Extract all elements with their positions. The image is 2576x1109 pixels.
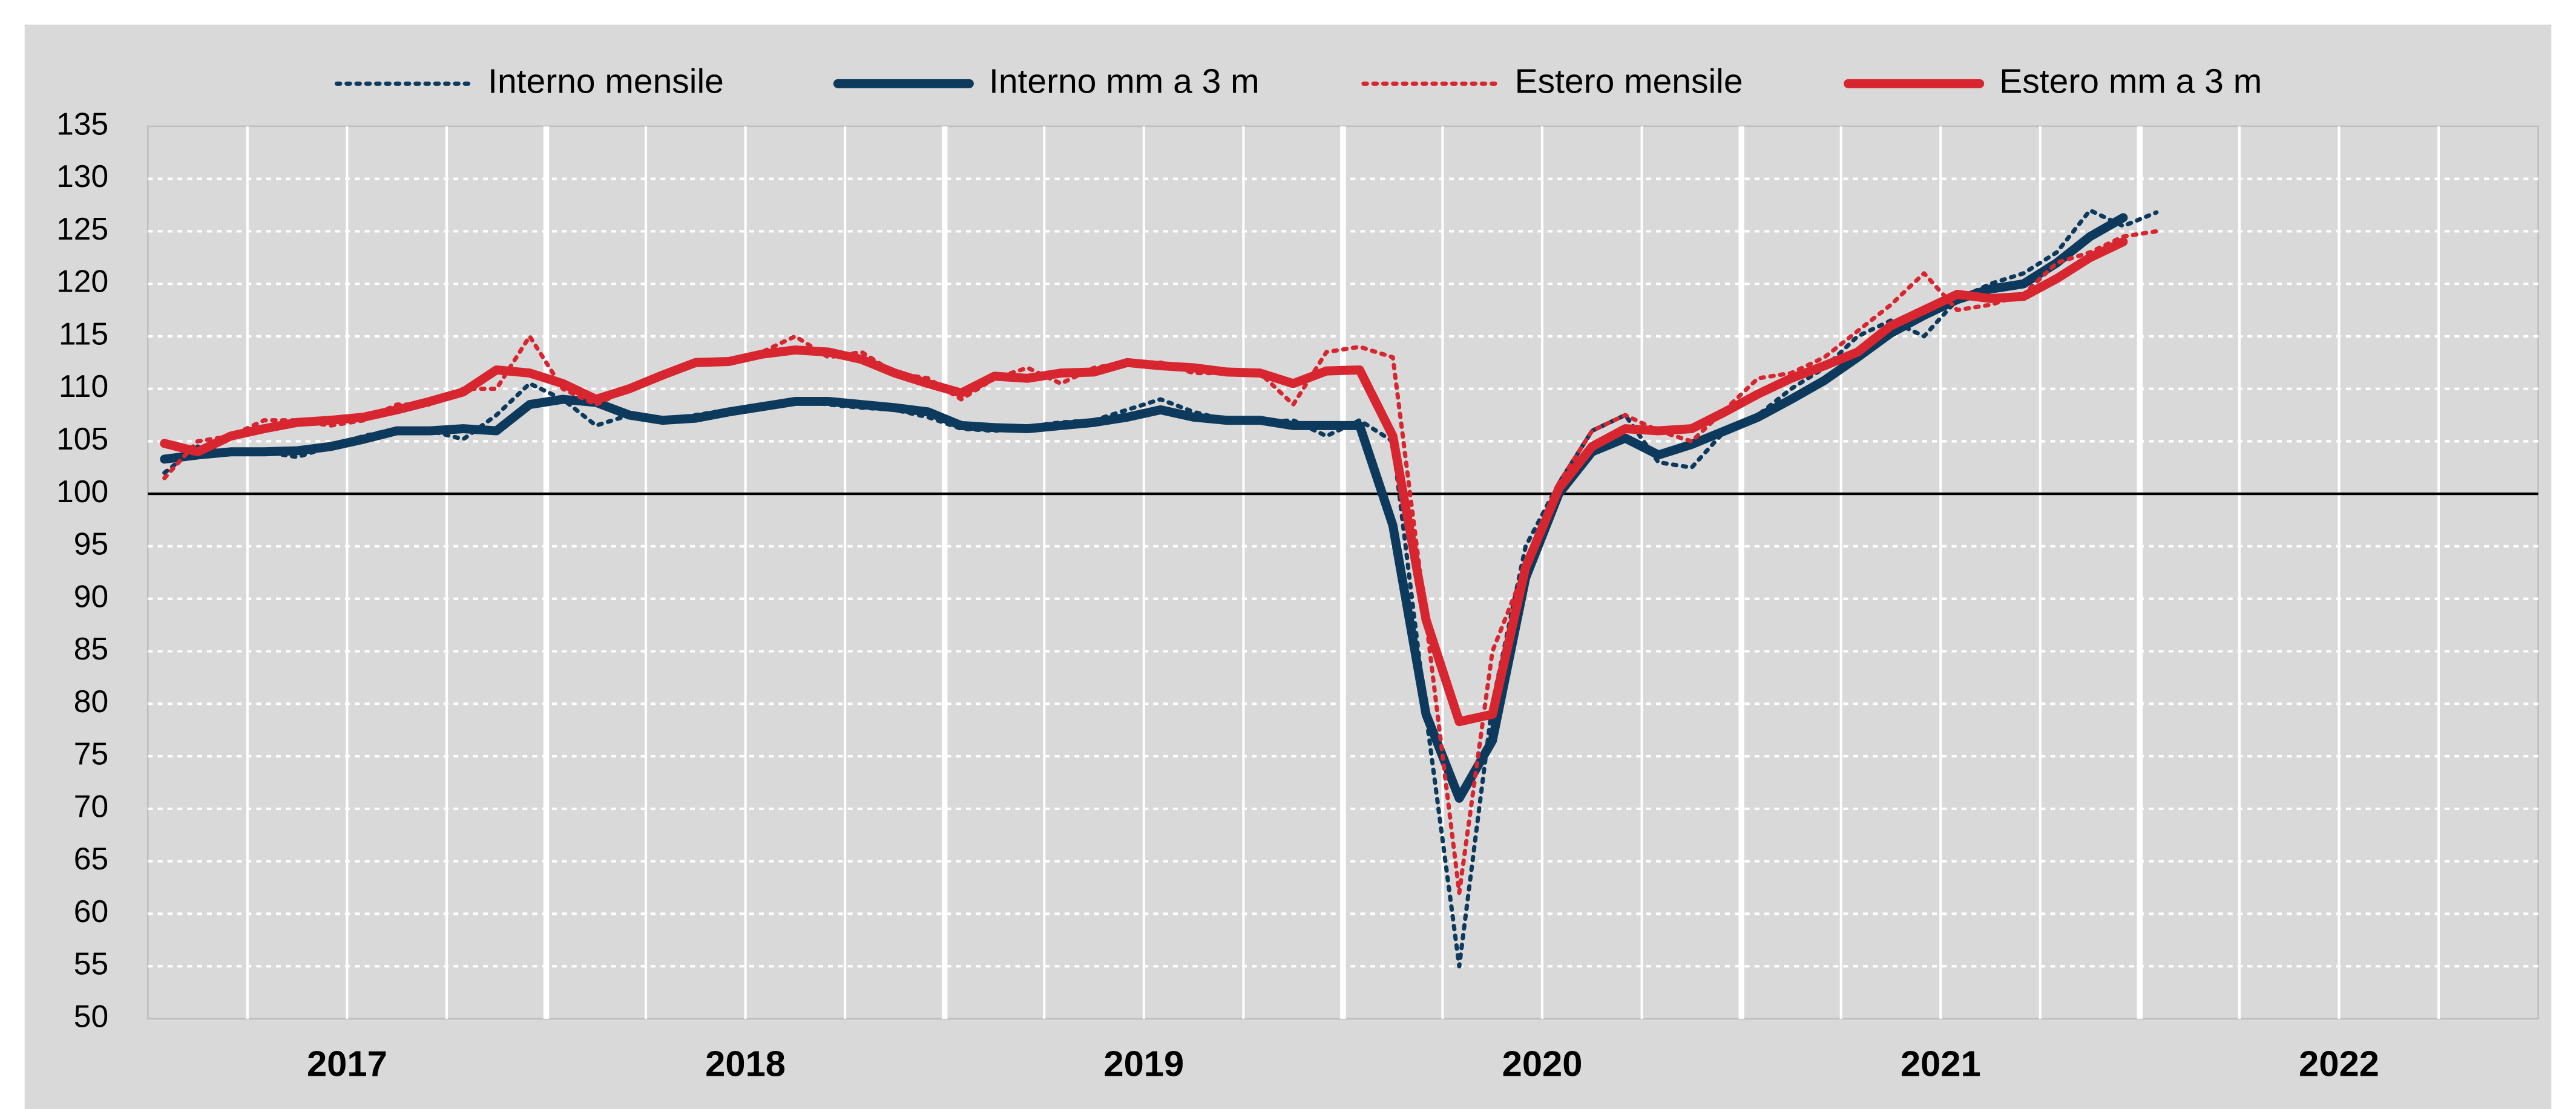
- y-tick-label: 100: [56, 474, 108, 509]
- y-tick-label: 135: [56, 106, 108, 141]
- y-tick-label: 60: [74, 894, 108, 929]
- y-tick-label: 130: [56, 159, 108, 194]
- y-tick-label: 75: [74, 736, 108, 771]
- y-tick-label: 80: [74, 684, 108, 719]
- x-tick-label: 2020: [1502, 1043, 1583, 1084]
- legend-label: Interno mm a 3 m: [989, 62, 1260, 100]
- y-tick-label: 90: [74, 578, 108, 613]
- y-tick-label: 120: [56, 264, 108, 299]
- y-tick-label: 125: [56, 211, 108, 246]
- y-tick-label: 50: [74, 998, 108, 1033]
- series-line: [160, 213, 2128, 803]
- x-tick-label: 2017: [307, 1043, 387, 1084]
- y-tick-label: 70: [74, 788, 108, 823]
- y-tick-label: 95: [74, 526, 108, 561]
- y-tick-label: 115: [59, 316, 108, 351]
- x-tick-label: 2022: [2299, 1043, 2379, 1084]
- legend-label: Estero mensile: [1515, 62, 1743, 100]
- legend-label: Estero mm a 3 m: [1999, 62, 2262, 100]
- y-tick-label: 110: [59, 368, 108, 404]
- x-tick-label: 2021: [1901, 1043, 1981, 1084]
- legend-label: Interno mensile: [488, 62, 724, 100]
- x-tick-label: 2018: [705, 1043, 786, 1084]
- x-tick-label: 2019: [1103, 1043, 1184, 1084]
- series-line: [160, 237, 2128, 727]
- y-tick-label: 85: [74, 631, 108, 666]
- y-tick-label: 65: [74, 841, 108, 876]
- y-tick-label: 55: [74, 946, 108, 981]
- y-tick-label: 105: [56, 421, 108, 456]
